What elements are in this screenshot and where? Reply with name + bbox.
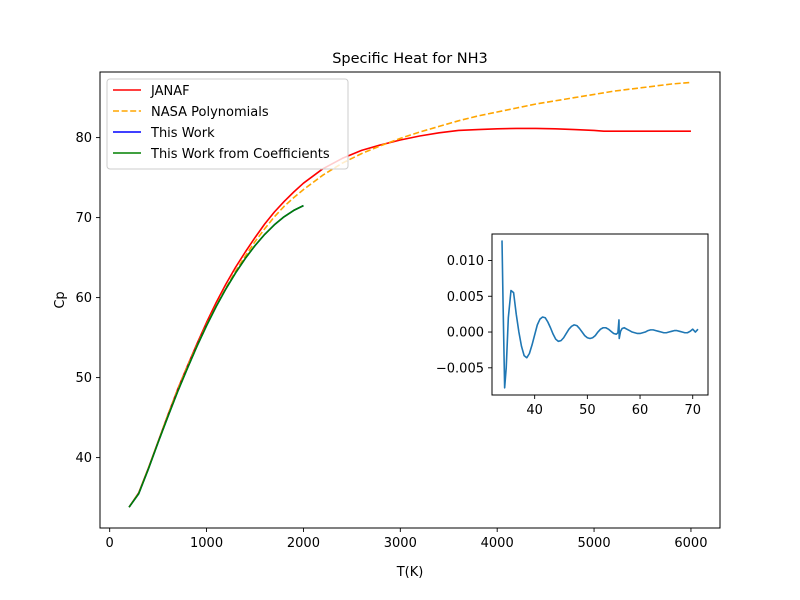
main-y-tick-label: 80	[75, 131, 92, 146]
main-x-axis: 0 1000 2000 3000 4000 5000 6000	[106, 528, 707, 551]
legend-label-this-work: This Work	[150, 126, 215, 141]
legend-label-coefficients: This Work from Coefficients	[150, 147, 330, 162]
y-axis-label: Cp	[53, 291, 68, 308]
inset-chart: 40 50 60 70 −0.005 0.000 0.005 0.010	[436, 233, 709, 418]
inset-x-tick-label: 70	[684, 403, 701, 418]
inset-plot-area	[501, 240, 699, 389]
inset-x-tick-label: 50	[579, 403, 596, 418]
inset-y-tick-label: −0.005	[436, 361, 484, 376]
x-axis-label: T(K)	[396, 565, 424, 580]
inset-x-tick-label: 40	[526, 403, 543, 418]
inset-axes-frame	[491, 233, 709, 396]
inset-x-axis: 40 50 60 70	[526, 395, 701, 418]
main-axes-frame	[99, 71, 721, 529]
inset-x-tick-label: 60	[632, 403, 649, 418]
legend-label-nasa: NASA Polynomials	[151, 105, 269, 120]
legend-box	[106, 78, 349, 170]
legend: JANAF NASA Polynomials This Work This Wo…	[106, 78, 349, 170]
main-y-tick-label: 50	[75, 371, 92, 386]
main-y-tick-label: 40	[75, 451, 92, 466]
main-x-tick-label: 0	[106, 536, 114, 551]
inset-y-tick-label: 0.005	[447, 290, 484, 305]
main-chart: Specific Heat for NH3 0 1000 2000 3000 4000 5…	[53, 51, 721, 580]
main-y-tick-label: 60	[75, 291, 92, 306]
main-x-tick-label: 2000	[287, 536, 320, 551]
inset-y-axis: −0.005 0.000 0.005 0.010	[436, 254, 492, 376]
main-series-this-work-from-coefficients-line	[128, 204, 304, 508]
chart-title: Specific Heat for NH3	[332, 51, 488, 67]
main-x-tick-label: 6000	[674, 536, 707, 551]
inset-y-tick-label: 0.010	[447, 254, 484, 269]
main-y-tick-label: 70	[75, 211, 92, 226]
main-x-tick-label: 4000	[481, 536, 514, 551]
inset-series-0-line	[501, 240, 699, 389]
main-x-tick-label: 3000	[384, 536, 417, 551]
inset-y-tick-label: 0.000	[447, 326, 484, 341]
main-y-axis: 40 50 60 70 80	[75, 131, 100, 466]
legend-label-janaf: JANAF	[150, 84, 190, 99]
inset-background	[492, 234, 708, 395]
main-x-tick-label: 1000	[190, 536, 223, 551]
main-x-tick-label: 5000	[578, 536, 611, 551]
